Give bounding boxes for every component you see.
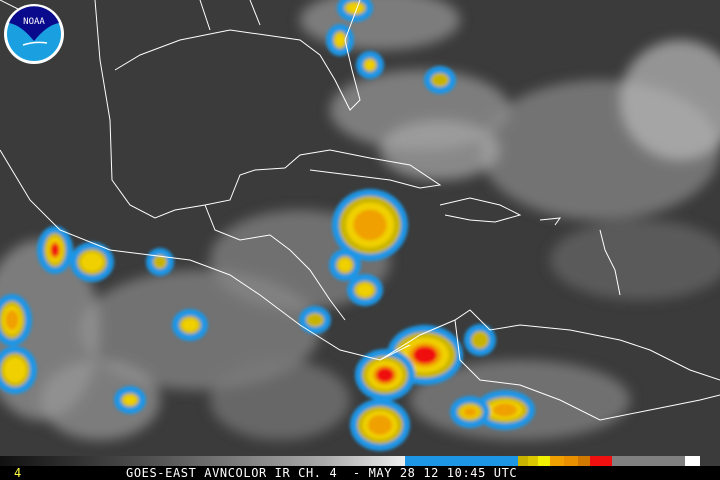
storm-cell: [329, 249, 361, 281]
storm-cell: [450, 396, 490, 428]
coastline: [539, 217, 562, 226]
coastline: [599, 229, 621, 296]
noaa-logo: NOAA: [4, 4, 64, 64]
storm-cell: [326, 24, 354, 56]
colorbar-segment: [612, 456, 685, 466]
cloud-area: [380, 120, 500, 180]
storm-cell: [464, 324, 496, 356]
colorbar-segment: [590, 456, 612, 466]
coastline: [379, 309, 720, 381]
storm-cell: [172, 309, 208, 341]
storm-cell: [332, 189, 408, 261]
colorbar-segment: [538, 456, 550, 466]
storm-cell: [355, 349, 415, 401]
storm-cell: [0, 294, 32, 346]
cloud-area: [300, 0, 460, 50]
storm-cell: [337, 0, 373, 22]
image-caption-bar: 4 GOES-EAST AVNCOLOR IR CH. 4 - MAY 28 1…: [0, 466, 720, 480]
noaa-logo-text: NOAA: [23, 17, 45, 27]
cloud-area: [550, 220, 720, 300]
colorbar-segment: [518, 456, 528, 466]
cloud-area: [40, 360, 160, 440]
storm-cell: [37, 226, 73, 274]
coastline: [284, 149, 442, 189]
cloud-area: [210, 360, 350, 440]
storm-cell: [356, 51, 384, 79]
colorbar-segment: [685, 456, 700, 466]
storm-cell: [70, 242, 114, 282]
colorbar-segment: [550, 456, 564, 466]
storm-cell: [146, 248, 174, 276]
coastline: [204, 204, 346, 321]
coastline: [454, 319, 720, 421]
storm-cell: [347, 274, 383, 306]
coastline: [114, 0, 361, 111]
channel-number: 4: [14, 466, 22, 480]
storm-cell: [0, 346, 37, 394]
colorbar-segment: [564, 456, 578, 466]
colorbar-segment: [528, 456, 538, 466]
colorbar-grayscale: [0, 456, 405, 466]
image-caption: GOES-EAST AVNCOLOR IR CH. 4 - MAY 28 12 …: [126, 466, 518, 480]
convective-cells: [0, 0, 535, 451]
temperature-color-scale: [0, 456, 720, 466]
colorbar-segment: [405, 456, 518, 466]
storm-cell: [114, 386, 146, 414]
storm-cell: [475, 390, 535, 430]
storm-cell: [299, 306, 331, 334]
cloud-area: [620, 40, 720, 160]
storm-cell: [350, 399, 410, 451]
coastlines: [0, 0, 720, 421]
coastline: [439, 197, 522, 223]
satellite-ir-image: [0, 0, 720, 451]
colorbar-segment: [578, 456, 590, 466]
coastline: [0, 149, 411, 361]
storm-cell: [424, 66, 456, 94]
coastline: [94, 0, 286, 219]
